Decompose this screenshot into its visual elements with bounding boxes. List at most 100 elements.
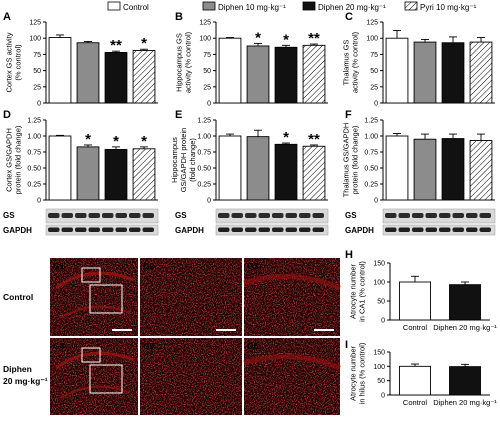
bar bbox=[274, 143, 298, 201]
chart-panel-A: A 0 25 50 75 100 125 Cortex GS activity(% contr… bbox=[3, 11, 158, 108]
bar bbox=[48, 135, 72, 201]
blot-band bbox=[129, 227, 141, 232]
y-tick-label: 0.75 bbox=[27, 150, 41, 157]
chart-panel-D: D 0 0.25 0.50 0.75 1.00 1.25 Cortex GS/GAPDHpro… bbox=[3, 109, 158, 205]
y-axis-label-line: Thalamus GS/GAPDH bbox=[342, 123, 351, 198]
micrograph-texture bbox=[140, 338, 242, 415]
bar bbox=[399, 281, 431, 321]
blot-band bbox=[385, 213, 397, 218]
y-axis-label: Thalamus GS/GAPDHprotein (fold change) bbox=[342, 123, 360, 198]
y-tick-label: 75 bbox=[203, 52, 211, 59]
y-tick-label: 1.00 bbox=[27, 134, 41, 141]
panel-letter: A bbox=[3, 11, 11, 23]
y-tick-label: 125 bbox=[29, 20, 41, 27]
y-tick-label: 1.25 bbox=[27, 118, 41, 125]
y-axis-label-line: activity (% control) bbox=[351, 31, 360, 93]
blot-label: GAPDH bbox=[3, 226, 32, 235]
y-axis-label-line: Atrocyte number bbox=[349, 263, 358, 319]
legend-label: Pyri 10 mg·kg⁻¹ bbox=[420, 3, 477, 12]
y-tick-label: 1.25 bbox=[197, 118, 211, 125]
y-tick-label: 50 bbox=[377, 299, 385, 306]
blot-band bbox=[231, 213, 243, 218]
bar bbox=[399, 365, 431, 396]
inset-box bbox=[81, 347, 101, 363]
bar bbox=[469, 140, 493, 201]
legend-swatch bbox=[107, 1, 121, 11]
inset-box bbox=[89, 364, 123, 394]
blot-band bbox=[299, 227, 311, 232]
blot-band bbox=[115, 213, 127, 218]
blot-band bbox=[75, 227, 87, 232]
panel-letter: I bbox=[345, 339, 348, 351]
y-tick-label: 25 bbox=[370, 84, 378, 91]
micrograph-panel: G4 bbox=[50, 338, 138, 415]
charts: A 0 25 50 75 100 125 Cortex GS activity(% contr… bbox=[3, 11, 497, 407]
chart-panel-E: E00.250.500.751.001.25HippocampusGS/GAPD… bbox=[170, 109, 328, 205]
blot-band bbox=[452, 213, 464, 218]
y-tick-label: 1.00 bbox=[364, 134, 378, 141]
panel-label: G5 bbox=[143, 341, 155, 351]
y-tick-label: 75 bbox=[33, 52, 41, 59]
y-tick-label: 150 bbox=[373, 261, 385, 268]
row-label: Control bbox=[3, 292, 33, 302]
y-axis-label-line: in CA1 (% control) bbox=[358, 261, 367, 322]
blot-band bbox=[48, 227, 60, 232]
blot-band bbox=[398, 213, 410, 218]
blot-band bbox=[142, 213, 154, 218]
blot-band bbox=[115, 227, 127, 232]
blot-band bbox=[48, 213, 60, 218]
panel-label: G3 bbox=[247, 261, 259, 271]
bar bbox=[449, 284, 481, 321]
y-tick-label: 0.25 bbox=[27, 182, 41, 189]
y-tick-label: 0 bbox=[207, 101, 211, 108]
y-axis-label-line: Hippocampus bbox=[170, 137, 179, 183]
y-tick-label: 125 bbox=[366, 20, 378, 27]
bar bbox=[218, 37, 242, 104]
blot-band bbox=[452, 227, 464, 232]
blot-band bbox=[258, 213, 270, 218]
hippocampus-layer bbox=[55, 351, 135, 370]
panel-label: G6 bbox=[247, 341, 259, 351]
significance-mark: ** bbox=[308, 131, 320, 148]
hippocampus-layer bbox=[59, 305, 131, 319]
bar bbox=[132, 50, 156, 104]
y-tick-label: 0 bbox=[37, 101, 41, 108]
micrograph-texture bbox=[244, 258, 340, 336]
legend-swatch bbox=[302, 1, 316, 11]
y-axis-label-line: Atrocyte number bbox=[349, 345, 358, 401]
bar bbox=[302, 145, 326, 201]
y-tick-label: 100 bbox=[366, 36, 378, 43]
y-tick-label: 100 bbox=[199, 36, 211, 43]
y-tick-label: 0.75 bbox=[364, 150, 378, 157]
panel-label: G1 bbox=[53, 261, 65, 271]
blot-label: GS bbox=[175, 211, 187, 220]
y-tick-label: 0 bbox=[381, 318, 385, 325]
blot-band bbox=[412, 213, 424, 218]
y-tick-label: 25 bbox=[203, 84, 211, 91]
y-axis-label-line: Thalamus GS bbox=[342, 40, 351, 86]
micrograph-texture bbox=[140, 258, 242, 336]
panel-letter: D bbox=[3, 109, 11, 121]
blot-band bbox=[285, 213, 297, 218]
blot-band bbox=[479, 227, 491, 232]
y-axis-label-line: protein (fold change) bbox=[351, 125, 360, 194]
y-tick-label: 50 bbox=[33, 68, 41, 75]
bar bbox=[246, 136, 270, 201]
y-tick-label: 0.50 bbox=[197, 166, 211, 173]
blot-band bbox=[61, 227, 73, 232]
bar bbox=[449, 366, 481, 396]
y-axis-label-line: Cortex GS activity bbox=[5, 32, 14, 92]
blot-band bbox=[425, 213, 437, 218]
y-tick-label: 75 bbox=[370, 52, 378, 59]
western-blots: GS GAPDH GS GAPDH GS GAPDH bbox=[3, 208, 496, 236]
y-axis-label: Thalamus GSactivity (% control) bbox=[342, 31, 360, 93]
y-tick-label: 150 bbox=[373, 350, 385, 357]
panel-letter: E bbox=[175, 109, 182, 121]
blot-band bbox=[299, 213, 311, 218]
blot-band bbox=[218, 227, 230, 232]
y-axis-label-line: GS/GAPDH protein bbox=[179, 128, 188, 193]
y-tick-label: 0.75 bbox=[197, 150, 211, 157]
y-axis-label-line: (fold change) bbox=[188, 138, 197, 182]
significance-mark: * bbox=[141, 133, 147, 150]
micrograph-texture bbox=[50, 338, 138, 415]
